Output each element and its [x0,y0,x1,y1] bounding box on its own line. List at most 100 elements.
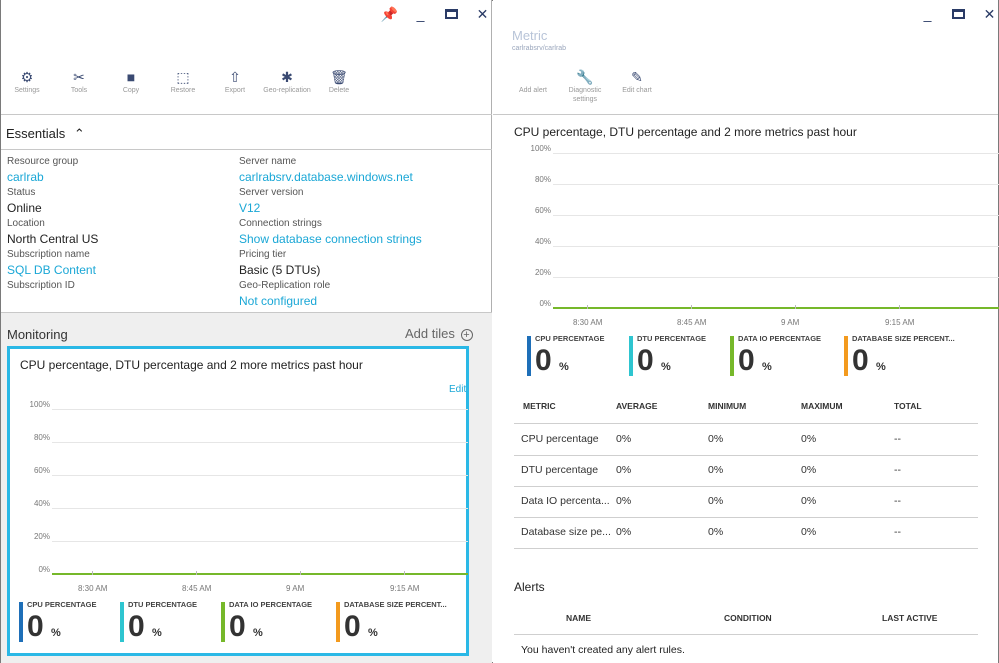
y-tick-label: 0% [38,565,50,574]
copy-command[interactable]: ■ Copy [105,68,157,95]
export-icon: ⇧ [229,69,241,85]
kpi-database-size-percent: DATABASE SIZE PERCENT... 0% [336,600,447,643]
command-bar: ⚙ Settings ✂ Tools ■ Copy ⬚ Restore ⇧ Export ✱ Geo-… [1,68,365,95]
alerts-header[interactable]: NAME [566,613,592,623]
y-tick-label: 20% [534,268,551,277]
table-header[interactable]: MINIMUM [708,401,747,411]
table-cell: Database size pe... [521,526,611,538]
tile-title: CPU percentage, DTU percentage and 2 mor… [20,358,363,372]
alerts-header[interactable]: CONDITION [724,613,772,623]
kpi-dtu-percentage: DTU PERCENTAGE 0% [629,334,729,377]
kpi-value: 0 [229,610,246,643]
kpi-value: 0 [738,344,755,377]
alerts-header[interactable]: LAST ACTIVE [882,613,938,623]
restore-command[interactable]: ⬚ Restore [157,68,209,95]
table-cell: CPU percentage [521,433,599,445]
geo-replication-command[interactable]: ✱ Geo-replication [261,68,313,95]
add-alert-icon [507,68,559,86]
restore-icon: ⬚ [176,69,190,85]
edit-link[interactable]: Edit [449,384,467,395]
copy-icon: ■ [126,69,136,85]
table-header[interactable]: MAXIMUM [801,401,843,411]
close-icon[interactable]: ✕ [983,6,996,22]
minimize-icon[interactable]: _ [416,6,425,22]
essentials-header[interactable]: Essentials ⌃ [6,126,85,142]
x-tick-mark [587,305,588,309]
maximize-icon[interactable] [436,6,467,22]
y-tick-label: 40% [534,237,551,246]
restore-label: Restore [170,87,196,94]
kpi-database-size-percent: DATABASE SIZE PERCENT... 0% [844,334,955,377]
wrench-label: Diagnostic settings [568,87,602,103]
gear-command[interactable]: ⚙ Settings [1,68,53,95]
table-header[interactable]: TOTAL [894,401,922,411]
gridline [553,277,999,278]
wrench-command[interactable]: 🔧 Diagnostic settings [559,68,611,104]
kpi-value: 0 [852,344,869,377]
gridline [553,153,999,154]
gridline [553,184,999,185]
export-command[interactable]: ⇧ Export [209,68,261,95]
minimize-icon[interactable]: _ [923,6,932,22]
y-tick-label: 80% [534,175,551,184]
kpi-data-io-percentage: DATA IO PERCENTAGE 0% [221,600,321,643]
kpi-name: DATABASE SIZE PERCENT... [852,334,955,343]
x-tick-label: 8:45 AM [182,584,212,593]
essentials-link[interactable]: carlrab [7,170,44,184]
metric-tile[interactable]: CPU percentage, DTU percentage and 2 mor… [7,346,469,656]
table-header[interactable]: METRIC [523,401,556,411]
close-icon[interactable]: ✕ [476,6,489,22]
wrench-icon: 🔧 [576,69,594,85]
table-row-divider [514,548,978,549]
gridline [52,508,468,509]
gear-label: Settings [14,87,40,94]
gridline [52,409,468,410]
delete-command[interactable]: 🗑 Delete [313,68,365,95]
essentials-link[interactable]: V12 [239,201,261,215]
add-tiles-button[interactable]: Add tiles + [405,326,473,341]
alerts-title: Alerts [514,580,545,594]
essentials-link[interactable]: Show database connection strings [239,232,422,246]
kpi-dtu-percentage: DTU PERCENTAGE 0% [120,600,220,643]
table-header[interactable]: AVERAGE [616,401,658,411]
essentials-link[interactable]: Not configured [239,294,318,308]
essentials-value: North Central US [7,232,99,246]
x-tick-label: 8:30 AM [573,318,603,327]
gridline [52,475,468,476]
edit-chart-icon: ✎ [631,69,643,85]
kpi-name: DTU PERCENTAGE [637,334,707,343]
delete-label: Delete [328,87,350,94]
tools-command[interactable]: ✂ Tools [53,68,105,95]
essentials-link[interactable]: carlrabsrv.database.windows.net [239,170,413,184]
y-tick-label: 60% [33,466,50,475]
edit-chart-command[interactable]: ✎ Edit chart [611,68,663,104]
series-line [52,573,468,575]
kpi-value: 0 [27,610,44,643]
x-tick-label: 8:30 AM [78,584,108,593]
add-tiles-label: Add tiles [405,326,455,341]
essentials-link[interactable]: SQL DB Content [7,263,96,277]
y-tick-label: 0% [539,299,551,308]
maximize-icon[interactable] [943,6,974,22]
x-tick-mark [196,571,197,575]
add-alert-command[interactable]: Add alert [507,68,559,104]
x-tick-mark [92,571,93,575]
table-row-divider [514,455,978,456]
x-tick-label: 9 AM [286,584,305,593]
pin-icon[interactable]: 📌 [380,6,399,22]
copy-label: Copy [122,87,140,94]
kpi-unit: % [368,627,378,639]
gridline [52,541,468,542]
table-cell: -- [894,495,901,507]
kpi-name: DATA IO PERCENTAGE [738,334,822,343]
table-cell: 0% [801,433,817,445]
table-cell: DTU percentage [521,464,599,476]
table-row-divider [514,517,978,518]
monitoring-title: Monitoring [7,327,68,342]
table-cell: 0% [708,464,724,476]
x-tick-mark [404,571,405,575]
tools-label: Tools [70,87,88,94]
kpi-value: 0 [128,610,145,643]
essentials-value: Online [7,201,42,215]
kpi-unit: % [876,361,886,373]
